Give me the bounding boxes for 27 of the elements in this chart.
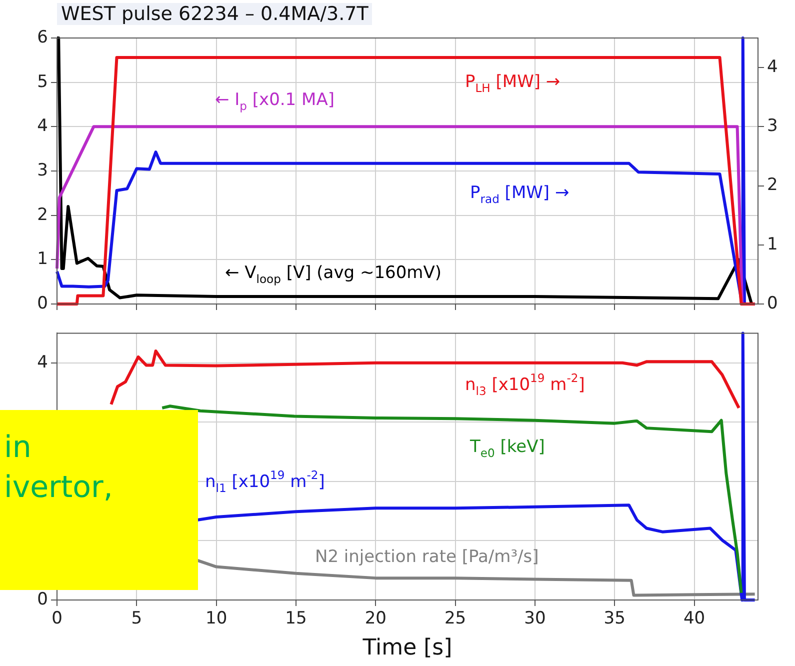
x-tick-label: 15 [285,608,307,629]
callout-box: in ivertor, [0,410,198,590]
y2-tick-label: 1 [767,234,778,254]
x-axis-title: Time [s] [362,636,452,661]
y2-tick-label: 2 [767,175,778,196]
x-tick-label: 5 [131,608,142,629]
chart-title: WEST pulse 62234 – 0.4MA/3.7T [57,3,372,25]
y-tick-label: 2 [37,204,48,225]
y-tick-label: 1 [37,249,48,270]
x-tick-label: 10 [206,608,228,629]
y2-tick-label: 3 [767,116,778,136]
x-tick-label: 30 [524,608,546,629]
y2-tick-label: 0 [767,293,778,314]
x-tick-label: 35 [604,608,626,629]
x-tick-label: 0 [52,608,62,629]
y-tick-label: 4 [37,352,48,372]
series-label: N2 injection rate [Pa/m³/s] [315,547,539,567]
y-tick-label: 6 [37,27,48,48]
y2-tick-label: 4 [767,56,778,77]
y-tick-label: 3 [37,160,48,180]
y-tick-label: 4 [37,116,48,136]
y-tick-label: 5 [37,72,48,92]
y-tick-label: 0 [37,589,48,610]
y-tick-label: 0 [37,293,48,314]
x-tick-label: 25 [444,608,466,629]
x-tick-label: 40 [683,608,706,629]
x-tick-label: 20 [364,608,386,629]
